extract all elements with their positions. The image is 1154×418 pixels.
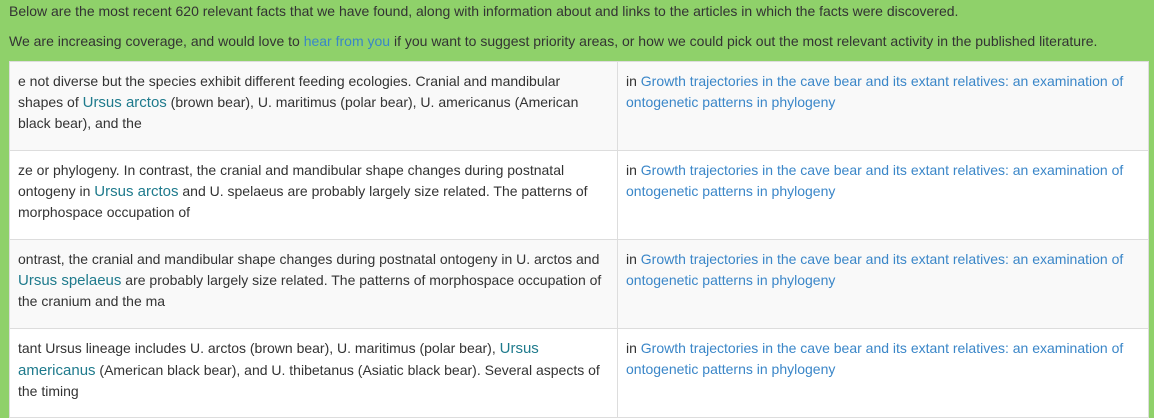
in-label: in bbox=[626, 251, 641, 267]
in-label: in bbox=[626, 340, 641, 356]
species-term: Ursus arctos bbox=[82, 93, 167, 111]
article-link[interactable]: Growth trajectories in the cave bear and… bbox=[626, 340, 1124, 377]
snippet-text: tant Ursus lineage includes U. arctos (b… bbox=[18, 340, 500, 356]
article-link[interactable]: Growth trajectories in the cave bear and… bbox=[626, 162, 1124, 199]
snippet-text: (American black bear), and U. thibetanus… bbox=[18, 361, 600, 400]
fact-snippet: tant Ursus lineage includes U. arctos (b… bbox=[9, 328, 618, 418]
fact-row: tant Ursus lineage includes U. arctos (b… bbox=[9, 328, 1149, 418]
article-link[interactable]: Growth trajectories in the cave bear and… bbox=[626, 73, 1124, 110]
snippet-text: are probably largely size related. The p… bbox=[18, 271, 602, 310]
fact-row: ontrast, the cranial and mandibular shap… bbox=[9, 239, 1149, 329]
intro-text: Below are the most recent 620 relevant f… bbox=[9, 3, 959, 19]
in-label: in bbox=[626, 162, 641, 178]
fact-snippet: e not diverse but the species exhibit di… bbox=[9, 61, 618, 151]
fact-source: in Growth trajectories in the cave bear … bbox=[617, 61, 1149, 151]
snippet-text: ze or phylogeny. In contrast, the crania… bbox=[18, 162, 565, 199]
species-term: Ursus arctos bbox=[94, 182, 179, 200]
fact-row: ze or phylogeny. In contrast, the crania… bbox=[9, 150, 1149, 240]
contact-text-after: if you want to suggest priority areas, o… bbox=[390, 33, 1098, 49]
snippet-text: (brown bear), U. maritimus (polar bear),… bbox=[18, 93, 579, 132]
fact-row: e not diverse but the species exhibit di… bbox=[9, 61, 1149, 151]
fact-source: in Growth trajectories in the cave bear … bbox=[617, 239, 1149, 329]
fact-snippet: ontrast, the cranial and mandibular shap… bbox=[9, 239, 618, 329]
facts-table: e not diverse but the species exhibit di… bbox=[9, 61, 1149, 418]
fact-snippet: ze or phylogeny. In contrast, the crania… bbox=[9, 150, 618, 240]
article-link[interactable]: Growth trajectories in the cave bear and… bbox=[626, 251, 1124, 288]
snippet-text: ontrast, the cranial and mandibular shap… bbox=[18, 251, 600, 267]
contact-text: We are increasing coverage, and would lo… bbox=[9, 31, 1145, 51]
fact-source: in Growth trajectories in the cave bear … bbox=[617, 328, 1149, 418]
snippet-text: and U. spelaeus are probably largely siz… bbox=[18, 182, 588, 221]
in-label: in bbox=[626, 73, 641, 89]
species-term: Ursus spelaeus bbox=[18, 271, 122, 289]
snippet-text: e not diverse but the species exhibit di… bbox=[18, 73, 561, 110]
fact-source: in Growth trajectories in the cave bear … bbox=[617, 150, 1149, 240]
contact-text-before: We are increasing coverage, and would lo… bbox=[9, 33, 304, 49]
species-term: Ursus americanus bbox=[18, 340, 539, 379]
hear-from-you-link[interactable]: hear from you bbox=[303, 33, 391, 49]
